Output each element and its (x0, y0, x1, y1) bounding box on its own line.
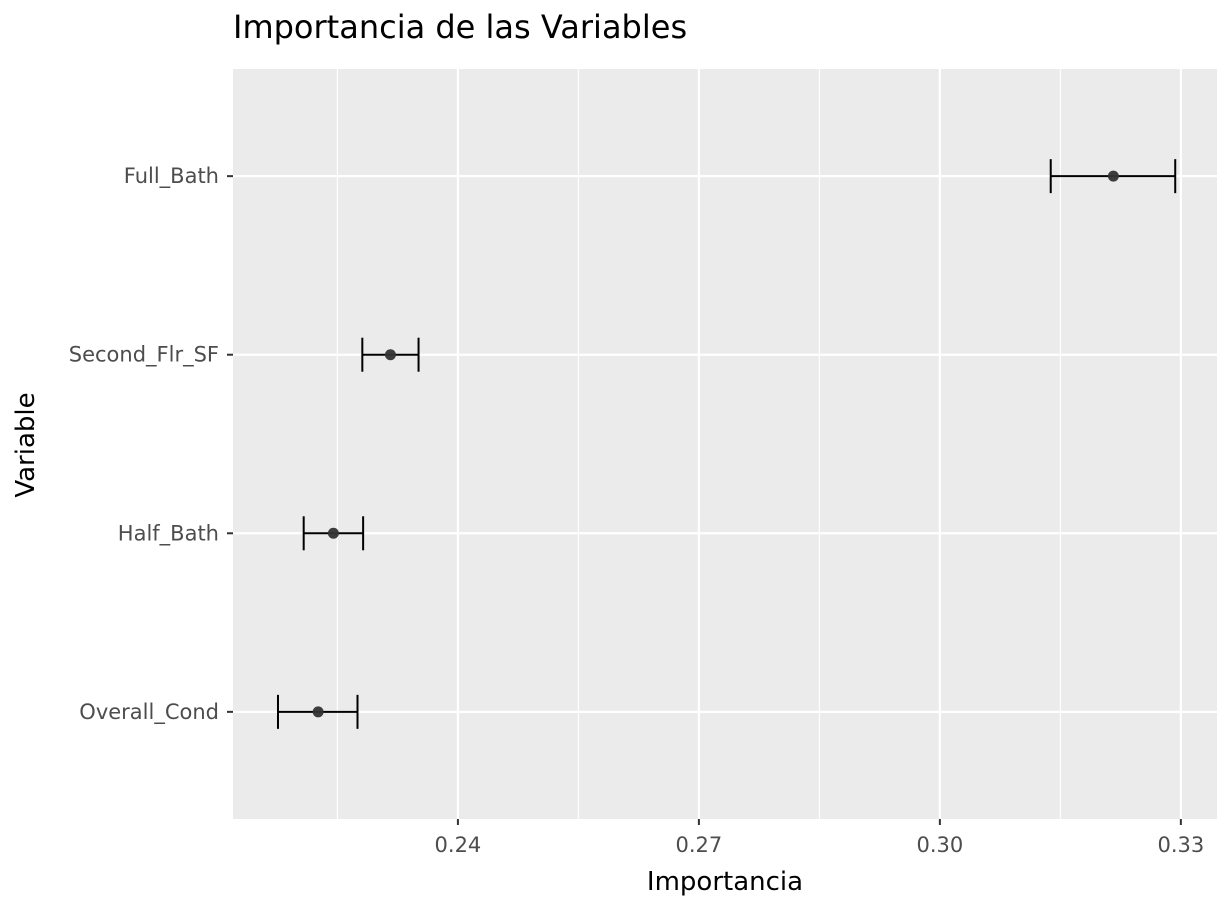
points (312, 170, 1119, 718)
y-tick-label: Half_Bath (118, 521, 219, 546)
x-tick-label: 0.24 (435, 833, 482, 857)
y-tick-label: Overall_Cond (79, 700, 219, 725)
x-tick-label: 0.30 (916, 833, 963, 857)
chart-title: Importancia de las Variables (233, 8, 687, 46)
x-tick-label: 0.27 (676, 833, 723, 857)
y-axis: Full_Bath Second_Flr_SF Half_Bath Overall_C… (69, 164, 233, 725)
grid-minor (336, 69, 1061, 819)
y-tick-label: Second_Flr_SF (69, 343, 219, 368)
y-tick-label: Full_Bath (124, 164, 219, 189)
x-axis: 0.24 0.27 0.30 0.33 (435, 819, 1204, 857)
data-point (384, 349, 396, 361)
x-axis-title: Importancia (647, 867, 803, 897)
data-point (327, 527, 339, 539)
x-tick-label: 0.33 (1157, 833, 1204, 857)
plot-panel (233, 69, 1217, 819)
y-axis-title: Variable (11, 392, 41, 497)
data-point (1107, 170, 1119, 182)
data-point (312, 706, 324, 718)
